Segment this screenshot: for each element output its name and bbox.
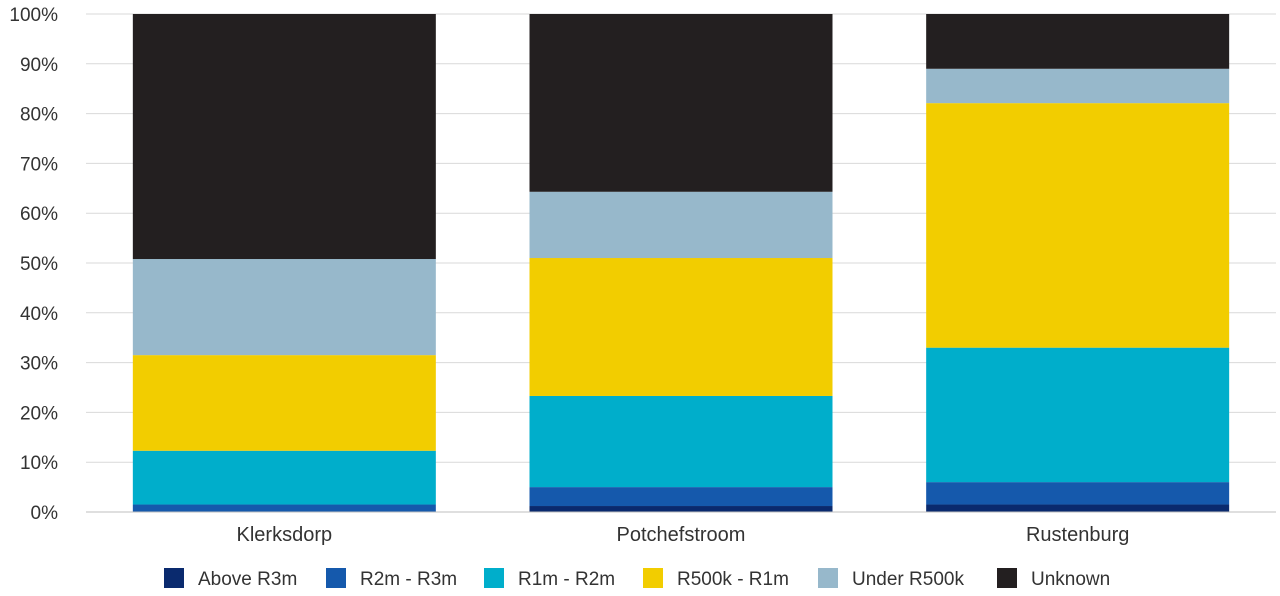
legend-label: Unknown <box>1031 569 1110 590</box>
bar-segment <box>926 347 1230 483</box>
bar-segment <box>926 103 1230 348</box>
bar-segment <box>132 259 436 356</box>
bar-segment <box>926 14 1230 69</box>
x-tick-label: Potchefstroom <box>617 524 746 546</box>
legend-label: Under R500k <box>852 569 964 590</box>
bar-segment <box>926 504 1230 512</box>
legend-label: R1m - R2m <box>518 569 615 590</box>
bar-segment <box>132 450 436 505</box>
x-tick-label: Klerksdorp <box>237 524 333 546</box>
bar-segment <box>529 14 833 192</box>
y-tick-label: 30% <box>20 354 58 375</box>
legend-swatch <box>997 568 1017 588</box>
legend-swatch <box>164 568 184 588</box>
y-tick-label: 100% <box>9 5 58 26</box>
legend-label: Above R3m <box>198 569 297 590</box>
bar-segment <box>926 482 1230 505</box>
y-tick-label: 40% <box>20 304 58 325</box>
bar-segment <box>132 504 436 512</box>
bar-segment <box>529 395 833 488</box>
y-tick-label: 0% <box>31 503 59 524</box>
bar-segment <box>529 258 833 396</box>
y-axis: 0% 10% 20% 30% 40% 50% 60% 70% 80% 90% 100% <box>9 5 1276 524</box>
y-tick-label: 20% <box>20 403 58 424</box>
y-tick-label: 70% <box>20 154 58 175</box>
bar-segment <box>926 68 1230 104</box>
y-tick-label: 90% <box>20 55 58 76</box>
x-axis: Klerksdorp Potchefstroom Rustenburg <box>237 524 1130 546</box>
legend-label: R500k - R1m <box>677 569 789 590</box>
bar-segment <box>529 506 833 512</box>
bars <box>132 14 1230 512</box>
y-tick-label: 50% <box>20 254 58 275</box>
bar-segment <box>132 14 436 260</box>
y-tick-label: 80% <box>20 105 58 126</box>
bar-segment <box>132 355 436 451</box>
legend-swatch <box>326 568 346 588</box>
legend-label: R2m - R3m <box>360 569 457 590</box>
legend-swatch <box>484 568 504 588</box>
legend-swatch <box>643 568 663 588</box>
y-tick-label: 60% <box>20 204 58 225</box>
y-tick-label: 10% <box>20 453 58 474</box>
bar-segment <box>529 191 833 259</box>
bar-segment <box>529 487 833 507</box>
x-tick-label: Rustenburg <box>1026 524 1129 546</box>
legend-swatch <box>818 568 838 588</box>
legend: Above R3m R2m - R3m R1m - R2m R500k - R1m Un… <box>164 568 1110 590</box>
